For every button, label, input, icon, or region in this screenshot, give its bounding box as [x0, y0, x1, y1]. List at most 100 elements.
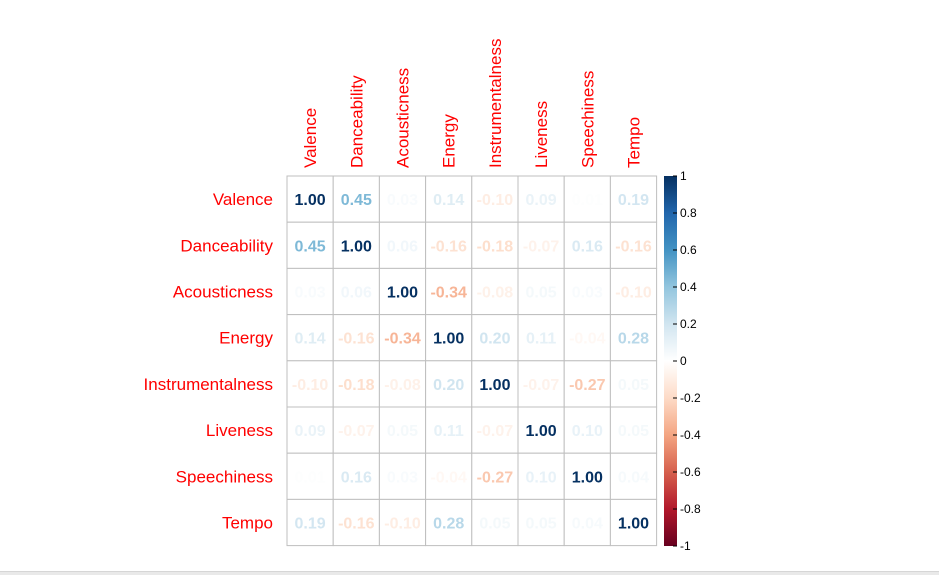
- matrix-cell: [609, 267, 658, 316]
- correlation-value: 0.19: [295, 516, 326, 533]
- colorbar-tick-label: 0.6: [680, 243, 697, 257]
- correlation-value: 0.10: [526, 469, 557, 486]
- matrix-cell: [563, 267, 611, 316]
- correlation-value: 0.04: [618, 469, 649, 486]
- matrix-cell: [425, 221, 473, 269]
- matrix-cell: [471, 452, 519, 500]
- correlation-value: -0.16: [615, 238, 652, 255]
- matrix-cell: [609, 221, 658, 269]
- matrix-cell: [378, 452, 427, 500]
- correlation-value: -0.10: [477, 192, 514, 209]
- matrix-cell: [563, 314, 611, 362]
- correlation-value: -0.27: [569, 377, 606, 394]
- correlation-value: 0.28: [618, 331, 649, 348]
- correlation-value: 0.28: [433, 516, 464, 533]
- correlation-value: -0.18: [338, 377, 375, 394]
- correlation-value: 0.05: [618, 377, 649, 394]
- correlation-value: 1.00: [387, 285, 418, 302]
- correlation-value: 0.09: [526, 192, 557, 209]
- correlation-value: -0.08: [477, 285, 514, 302]
- matrix-cell: [609, 498, 658, 547]
- matrix-cell: [378, 498, 427, 547]
- matrix-cell: [425, 498, 473, 547]
- correlation-value: 0.06: [387, 238, 418, 255]
- correlation-value: -0.16: [430, 238, 467, 255]
- correlation-value: -0.10: [292, 377, 329, 394]
- colorbar-tick-label: 1: [680, 169, 687, 183]
- correlation-value: 0.03: [295, 285, 326, 302]
- correlation-value: 0.03: [387, 192, 418, 209]
- matrix-cell: [332, 221, 380, 269]
- matrix-grid: [286, 175, 658, 547]
- correlation-value: -0.08: [384, 377, 421, 394]
- matrix-cell: [286, 267, 334, 316]
- column-label: Tempo: [625, 117, 644, 168]
- correlation-value: 0.01: [572, 192, 603, 209]
- correlation-value: 1.00: [526, 423, 557, 440]
- matrix-cell: [517, 175, 565, 223]
- correlation-values: 1.00 0.45 0.03 0.14 -0.10 0.09 0.01 0.19 0.45 1.0…: [292, 192, 652, 532]
- correlation-value: 1.00: [479, 377, 510, 394]
- correlation-value: -0.10: [384, 516, 421, 533]
- correlation-value: 0.45: [295, 238, 326, 255]
- colorbar-gradient: [664, 176, 677, 546]
- row-label: Valence: [213, 190, 273, 209]
- matrix-cell: [332, 175, 380, 223]
- column-labels: Valence Danceability Acousticness Energy Ins…: [301, 39, 643, 168]
- matrix-cell: [378, 314, 427, 362]
- correlation-value: -0.34: [430, 285, 467, 302]
- correlation-value: 0.14: [295, 331, 326, 348]
- matrix-cell: [471, 498, 519, 547]
- correlation-value: 0.20: [479, 331, 510, 348]
- colorbar-tick-label: -0.4: [680, 428, 701, 442]
- correlation-value: 1.00: [295, 192, 326, 209]
- correlation-value: 1.00: [618, 516, 649, 533]
- correlation-value: -0.10: [615, 285, 652, 302]
- colorbar-tick-label: 0: [680, 354, 687, 368]
- row-labels: Valence Danceability Acousticness Energy Ins…: [144, 190, 274, 532]
- matrix-cell: [517, 452, 565, 500]
- row-label: Danceability: [180, 236, 273, 255]
- matrix-cell: [286, 498, 334, 547]
- colorbar-tick-label: -0.8: [680, 502, 701, 516]
- correlation-value: 0.05: [479, 516, 510, 533]
- matrix-cell: [332, 452, 380, 500]
- row-label: Energy: [219, 329, 273, 348]
- correlation-value: 0.16: [341, 469, 372, 486]
- correlation-value: 0.01: [295, 469, 326, 486]
- matrix-cell: [517, 221, 565, 269]
- correlation-value: -0.34: [384, 331, 421, 348]
- correlation-value: 0.05: [387, 423, 418, 440]
- matrix-cell: [471, 360, 519, 408]
- colorbar-tick-label: 0.8: [680, 206, 697, 220]
- correlation-value: 0.14: [433, 192, 464, 209]
- correlation-value: -0.27: [477, 469, 514, 486]
- row-label: Speechiness: [176, 467, 273, 486]
- correlation-value: -0.07: [523, 377, 560, 394]
- correlation-value: -0.07: [477, 423, 514, 440]
- colorbar-tick-label: 0.2: [680, 317, 697, 331]
- matrix-cell: [425, 360, 473, 408]
- matrix-cell: [286, 452, 334, 500]
- correlation-value: 0.05: [618, 423, 649, 440]
- matrix-cell: [517, 498, 565, 547]
- matrix-cell: [517, 406, 565, 454]
- correlation-value: -0.07: [523, 238, 560, 255]
- matrix-cell: [378, 406, 427, 454]
- column-label: Danceability: [347, 75, 366, 168]
- matrix-cell: [563, 452, 611, 500]
- matrix-cell: [563, 360, 611, 408]
- correlation-value: -0.04: [569, 331, 606, 348]
- matrix-cell: [286, 175, 334, 223]
- matrix-cell: [471, 314, 519, 362]
- matrix-cell: [609, 406, 658, 454]
- correlation-value: 0.16: [572, 238, 603, 255]
- matrix-cell: [609, 360, 658, 408]
- column-label: Acousticness: [394, 68, 413, 168]
- correlation-value: -0.18: [477, 238, 514, 255]
- correlation-value: 1.00: [433, 331, 464, 348]
- matrix-cell: [609, 175, 658, 223]
- matrix-cell: [378, 267, 427, 316]
- correlation-value: 0.05: [526, 516, 557, 533]
- colorbar: 1 0.8 0.6 0.4 0.2 0 -0.2 -0.4 -0.6 -0.8 -1: [664, 169, 701, 553]
